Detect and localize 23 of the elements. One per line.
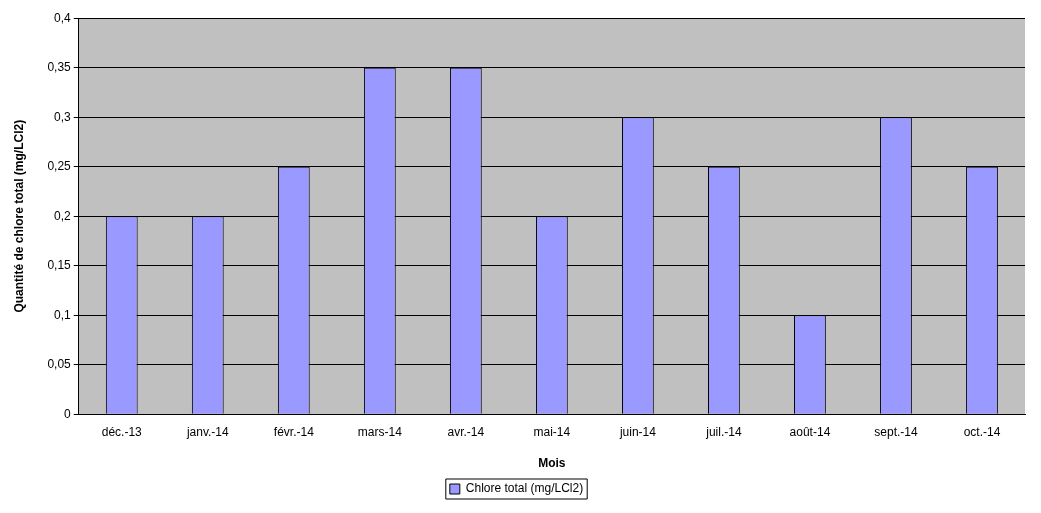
x-tick-label: déc.-13	[101, 424, 143, 439]
y-tick-label: 0,3	[54, 109, 72, 124]
y-tick-label: 0	[64, 406, 72, 421]
y-tick-label: 0,25	[47, 159, 72, 174]
x-tick-label: oct.-14	[963, 424, 1001, 439]
y-tick-label: 0,15	[47, 258, 72, 273]
y-axis-title: Quantité de chlore total (mg/LCl2)	[11, 119, 26, 313]
y-tick-label: 0,35	[47, 60, 72, 75]
x-tick-label: sept.-14	[874, 424, 918, 439]
x-tick-label: févr.-14	[273, 424, 315, 439]
y-tick-label: 0,4	[54, 10, 72, 25]
legend-label: Chlore total (mg/LCl2)	[465, 481, 584, 496]
y-tick-label: 0,05	[47, 357, 72, 372]
y-tick-label: 0,1	[54, 307, 72, 322]
x-tick-label: juil.-14	[705, 424, 742, 439]
y-tick-label: 0,2	[54, 208, 72, 223]
x-tick-label: mai-14	[533, 424, 571, 439]
x-tick-label: mars-14	[357, 424, 403, 439]
x-tick-label: janv.-14	[185, 424, 230, 439]
x-tick-label: juin-14	[618, 424, 657, 439]
x-axis-title: Mois	[538, 456, 566, 471]
x-tick-label: août-14	[789, 424, 831, 439]
x-tick-label: avr.-14	[447, 424, 485, 439]
